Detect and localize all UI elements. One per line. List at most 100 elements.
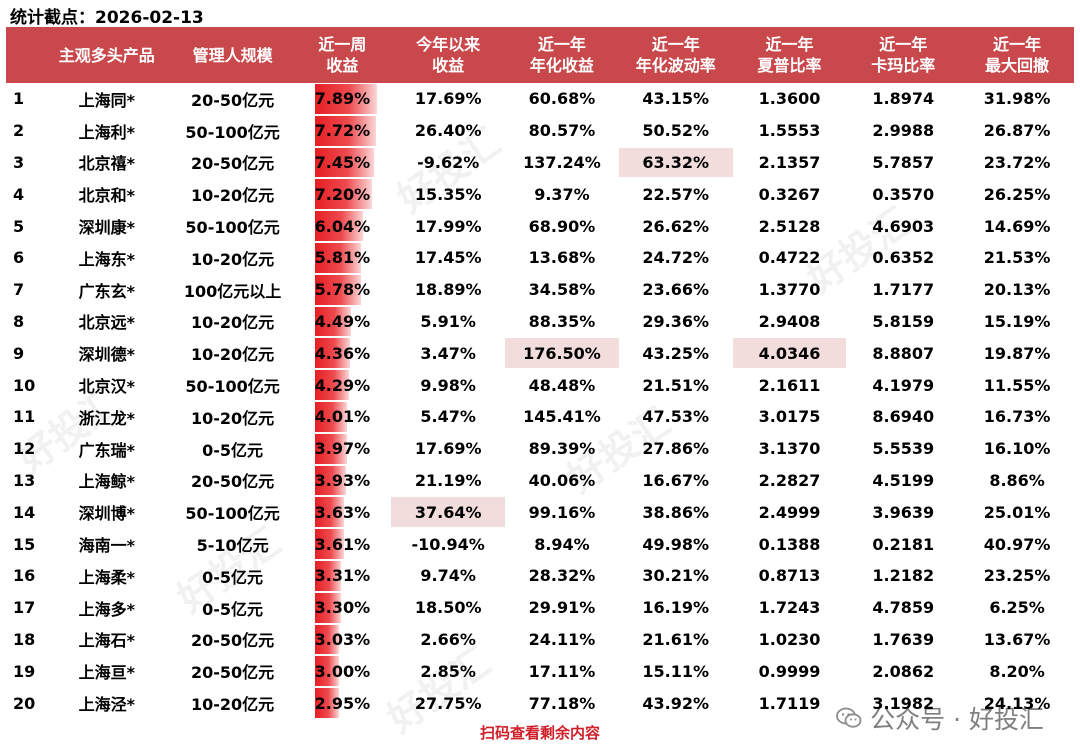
product-name-cell-value: 深圳博* xyxy=(78,504,136,524)
manager-scale-cell-value: 50-100亿元 xyxy=(185,504,280,524)
table-row: 10 北京汉* 50-100亿元 4.29% 9.98% 48.48% 21.51% 2.16… xyxy=(6,369,1074,401)
annual-return-cell-value: 60.68% xyxy=(528,89,596,109)
stat-date: 统计截点：2026-02-13 xyxy=(10,8,204,28)
annual-return-cell-value: 8.94% xyxy=(534,534,590,554)
annual-return-cell-value: 9.37% xyxy=(534,184,590,204)
week-return-cell: 4.36% xyxy=(293,337,391,369)
calmar-ratio-cell: 4.7859 xyxy=(846,592,960,624)
max-drawdown-cell-value: 23.72% xyxy=(983,152,1051,172)
ytd-return-cell-value: 5.91% xyxy=(420,311,476,331)
ytd-return-cell-value: 2.85% xyxy=(420,661,476,681)
max-drawdown-cell: 23.25% xyxy=(960,560,1074,592)
footer-note[interactable]: 扫码查看剩余内容 xyxy=(479,724,600,742)
manager-scale-cell: 50-100亿元 xyxy=(172,210,294,242)
rank-cell: 10 xyxy=(6,369,42,401)
manager-scale-cell: 50-100亿元 xyxy=(172,369,294,401)
manager-scale-cell-value: 20-50亿元 xyxy=(190,663,275,683)
annual-volatility-cell: 47.53% xyxy=(619,401,733,433)
max-drawdown-cell-value: 8.20% xyxy=(989,661,1045,681)
max-drawdown-cell-value: 24.13% xyxy=(983,693,1051,713)
week-return-cell: 4.49% xyxy=(293,306,391,338)
cell-highlight xyxy=(505,338,619,369)
week-return-value: 7.45% xyxy=(314,152,371,172)
calmar-ratio-cell-value: 4.1979 xyxy=(872,375,935,395)
manager-scale-cell-value: 0-5亿元 xyxy=(202,599,264,619)
calmar-ratio-cell-value: 1.2182 xyxy=(872,566,935,586)
manager-scale-cell-value: 50-100亿元 xyxy=(185,377,280,397)
max-drawdown-cell: 6.25% xyxy=(960,592,1074,624)
week-return-cell: 3.97% xyxy=(293,433,391,465)
annual-return-cell-value: 145.41% xyxy=(523,407,601,427)
calmar-ratio-cell: 1.8974 xyxy=(846,83,960,115)
ytd-return-cell: 27.75% xyxy=(391,687,505,719)
week-return-value: 3.00% xyxy=(314,661,371,681)
sharpe-ratio-cell: 0.9999 xyxy=(733,655,847,687)
sharpe-ratio-cell-value: 3.0175 xyxy=(758,407,821,427)
ytd-return-cell: 18.89% xyxy=(391,274,505,306)
annual-return-cell-value: 28.32% xyxy=(528,566,596,586)
ytd-return-cell-value: 9.98% xyxy=(420,375,476,395)
sharpe-ratio-cell-value: 1.0230 xyxy=(758,629,821,649)
rank-cell-value: 10 xyxy=(13,375,36,395)
calmar-ratio-cell: 2.9988 xyxy=(846,115,960,147)
rank-cell-value: 1 xyxy=(13,89,25,109)
rank-cell: 16 xyxy=(6,560,42,592)
max-drawdown-cell-value: 6.25% xyxy=(989,598,1045,618)
product-name-cell-value: 北京汉* xyxy=(78,377,136,397)
week-return-cell: 6.04% xyxy=(293,210,391,242)
product-name-cell: 广东瑞* xyxy=(42,433,172,465)
manager-scale-cell-value: 10-20亿元 xyxy=(190,408,275,428)
week-return-cell: 5.78% xyxy=(293,274,391,306)
max-drawdown-cell-value: 21.53% xyxy=(983,248,1051,268)
ytd-return-cell-value: 26.40% xyxy=(414,121,482,141)
calmar-ratio-cell: 4.5199 xyxy=(846,465,960,497)
week-return-cell: 5.81% xyxy=(293,242,391,274)
sharpe-ratio-cell-value: 2.5128 xyxy=(758,216,821,236)
product-name-cell-value: 海南一* xyxy=(78,536,136,556)
header-ytd-return: 今年以来 收益 xyxy=(416,35,481,75)
week-return-cell: 2.95% xyxy=(293,687,391,719)
manager-scale-cell: 10-20亿元 xyxy=(172,306,294,338)
manager-scale-cell: 50-100亿元 xyxy=(172,496,294,528)
rank-cell: 9 xyxy=(6,337,42,369)
annual-return-cell-value: 40.06% xyxy=(528,470,596,490)
rank-cell-value: 13 xyxy=(13,470,36,490)
product-name-cell-value: 上海柔* xyxy=(78,567,136,587)
calmar-ratio-cell: 3.9639 xyxy=(846,496,960,528)
product-name-cell-value: 北京远* xyxy=(78,313,136,333)
max-drawdown-cell: 13.67% xyxy=(960,624,1074,656)
annual-return-cell-value: 24.11% xyxy=(528,629,596,649)
sharpe-ratio-cell-value: 2.9408 xyxy=(758,311,821,331)
manager-scale-cell-value: 10-20亿元 xyxy=(190,313,275,333)
manager-scale-cell-value: 10-20亿元 xyxy=(190,695,275,715)
rank-cell: 14 xyxy=(6,496,42,528)
annual-volatility-cell: 27.86% xyxy=(619,433,733,465)
calmar-ratio-cell-value: 1.8974 xyxy=(872,89,935,109)
rank-cell: 17 xyxy=(6,592,42,624)
manager-scale-cell: 0-5亿元 xyxy=(172,592,294,624)
ytd-return-cell: 17.69% xyxy=(391,433,505,465)
max-drawdown-cell-value: 20.13% xyxy=(983,280,1051,300)
ytd-return-cell: 21.19% xyxy=(391,465,505,497)
sharpe-ratio-cell: 0.4722 xyxy=(733,242,847,274)
sharpe-ratio-cell: 0.3267 xyxy=(733,178,847,210)
product-name-cell-value: 上海多* xyxy=(78,599,136,619)
annual-return-cell-value: 34.58% xyxy=(528,280,596,300)
ytd-return-cell: 26.40% xyxy=(391,115,505,147)
cell-highlight xyxy=(618,147,733,178)
manager-scale-cell: 20-50亿元 xyxy=(172,147,294,179)
calmar-ratio-cell: 0.2181 xyxy=(846,528,960,560)
sharpe-ratio-cell: 4.0346 xyxy=(732,337,847,369)
sharpe-ratio-cell: 2.9408 xyxy=(733,306,847,338)
calmar-ratio-cell-value: 8.8807 xyxy=(872,343,935,363)
header-scale: 管理人规模 xyxy=(192,45,273,65)
annual-volatility-cell: 22.57% xyxy=(619,178,733,210)
week-return-cell: 3.03% xyxy=(293,624,391,656)
annual-return-cell: 24.11% xyxy=(505,624,619,656)
sharpe-ratio-cell: 3.1370 xyxy=(733,433,847,465)
table-row: 19 上海亘* 20-50亿元 3.00% 2.85% 17.11% 15.11% 0.999… xyxy=(6,655,1074,687)
max-drawdown-cell-value: 15.19% xyxy=(983,311,1051,331)
sharpe-ratio-cell: 2.1357 xyxy=(733,147,847,179)
annual-return-cell-value: 137.24% xyxy=(523,152,601,172)
week-return-bar xyxy=(315,465,347,496)
